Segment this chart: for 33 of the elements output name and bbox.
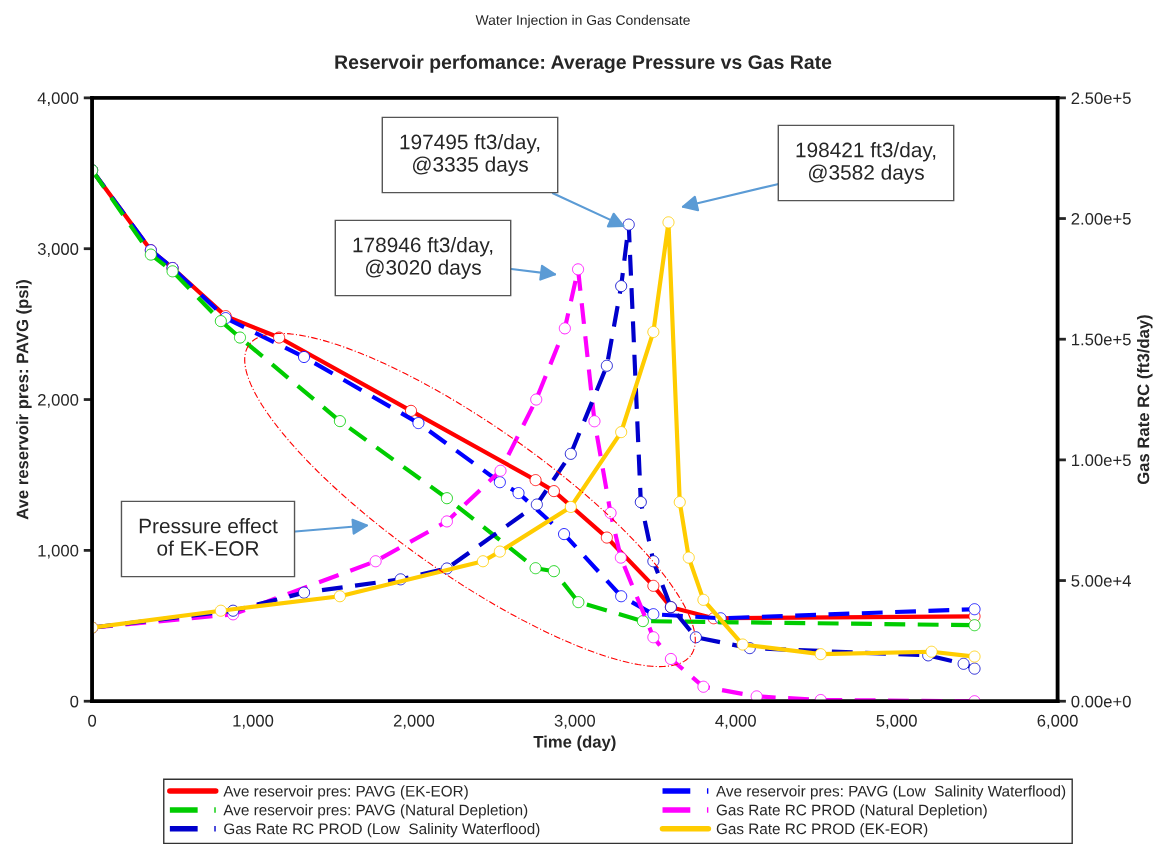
annotation: 197495 ft3/day, @3335 days xyxy=(400,134,540,176)
y-tick-label: 0 xyxy=(70,695,79,708)
legend-label: Gas Rate RC PROD (Low Salinity Waterflood) xyxy=(224,823,540,838)
legend-label: Ave reservoir pres: PAVG (Low Salinity Waterflood) xyxy=(716,785,1066,800)
annotation: 198421 ft3/day, @3582 days xyxy=(796,142,936,184)
annotation: Pressure effect of EK-EOR xyxy=(139,518,278,556)
y2-tick-label: 0.00e+0 xyxy=(1071,695,1131,708)
x-axis-title: Time (day) xyxy=(533,735,616,752)
y-tick-label: 3,000 xyxy=(37,243,79,257)
y2-tick-label: 1.00e+5 xyxy=(1072,454,1131,467)
legend-label: Ave reservoir pres: PAVG (EK-EOR) xyxy=(223,785,468,800)
chart-title: Water Injection in Gas Condensate xyxy=(475,14,690,28)
y-axis-title: Ave reservoir pres: PAVG (psi) xyxy=(16,280,32,520)
y2-tick-label: 2.50e+5 xyxy=(1071,92,1131,105)
y-tick-label: 1,000 xyxy=(38,544,79,559)
legend-label: Gas Rate RC PROD (EK-EOR) xyxy=(716,823,928,838)
y2-tick-label: 5.00e+4 xyxy=(1071,574,1131,587)
x-tick-label: 3,000 xyxy=(554,714,596,729)
y2-axis-title: Gas Rate RC (ft3/day) xyxy=(1137,315,1153,485)
legend-label: Ave reservoir pres: PAVG (Natural Depletion) xyxy=(223,804,528,819)
y-tick-label: 2,000 xyxy=(38,393,79,408)
y2-tick-label: 1.50e+5 xyxy=(1072,333,1131,346)
x-tick-label: 5,000 xyxy=(876,714,917,729)
x-tick-label: 0 xyxy=(88,714,97,727)
y-tick-label: 4,000 xyxy=(37,92,79,107)
legend-label: Gas Rate RC PROD (Natural Depletion) xyxy=(716,804,987,819)
y2-tick-label: 2.00e+5 xyxy=(1071,212,1131,225)
annotation: 178946 ft3/day, @3020 days xyxy=(353,237,493,279)
x-tick-label: 2,000 xyxy=(393,714,435,729)
x-tick-label: 1,000 xyxy=(233,714,274,729)
chart-subtitle: Reservoir perfomance: Average Pressure vs Gas Rate xyxy=(335,54,832,73)
x-tick-label: 4,000 xyxy=(715,714,756,729)
x-tick-label: 6,000 xyxy=(1037,714,1078,729)
